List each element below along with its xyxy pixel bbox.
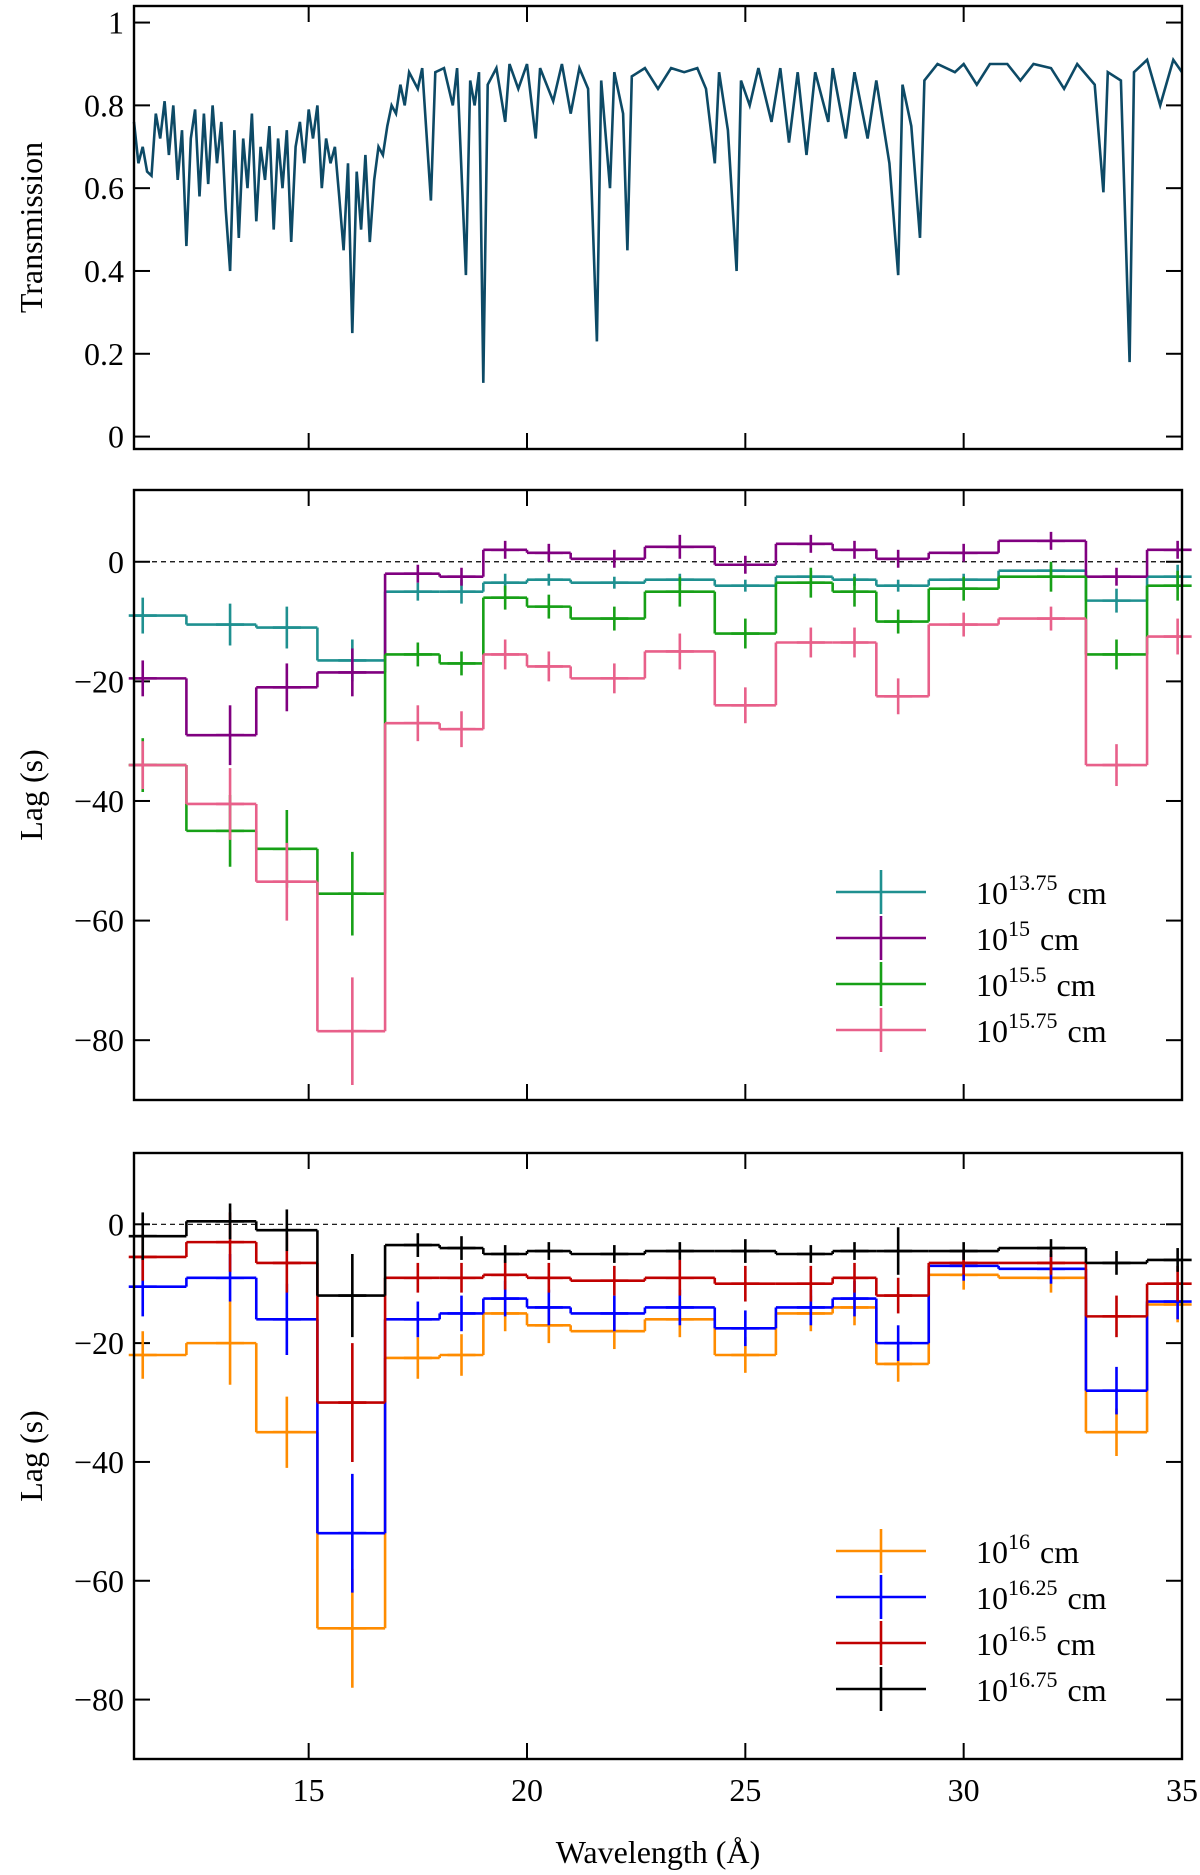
legend-label: 1015.75 cm	[976, 1008, 1107, 1049]
series	[128, 564, 1192, 682]
legend-base: 10	[976, 921, 1008, 957]
y-tick-label: 1	[108, 5, 124, 41]
legend-unit: cm	[1068, 1013, 1107, 1049]
legend-base: 10	[976, 1626, 1008, 1662]
y-tick-label: 0.2	[84, 336, 124, 372]
y-tick-label: −40	[74, 1444, 124, 1480]
y-tick-label: −20	[74, 663, 124, 699]
y-tick-label: 0.4	[84, 253, 124, 289]
plot-frame	[132, 1151, 1184, 1761]
legend-exponent: 15	[1008, 916, 1030, 941]
legend-exponent: 13.75	[1008, 870, 1058, 895]
series	[128, 531, 1192, 766]
y-tick-label: −80	[74, 1022, 124, 1058]
legend-base: 10	[976, 967, 1008, 1003]
legend-unit: cm	[1040, 921, 1079, 957]
legend-label: 1016.75 cm	[976, 1667, 1107, 1708]
legend-unit: cm	[1057, 967, 1096, 1003]
legend-unit: cm	[1057, 1626, 1096, 1662]
y-axis-label: Lag (s)	[13, 1410, 49, 1502]
legend-unit: cm	[1068, 1672, 1107, 1708]
series	[128, 606, 1192, 1086]
x-tick-label: 15	[293, 1772, 325, 1808]
legend-label: 1016.5 cm	[976, 1621, 1096, 1662]
legend-exponent: 16	[1008, 1529, 1030, 1554]
legend-exponent: 16.5	[1008, 1621, 1047, 1646]
x-tick-label: 25	[729, 1772, 761, 1808]
series	[128, 1212, 1192, 1462]
legend-label: 1013.75 cm	[976, 870, 1107, 911]
series	[128, 1203, 1192, 1338]
legend-label: 1015 cm	[976, 916, 1079, 957]
legend-base: 10	[976, 1580, 1008, 1616]
y-tick-label: 0	[108, 1206, 124, 1242]
legend-exponent: 16.75	[1008, 1667, 1058, 1692]
legend-label: 1015.5 cm	[976, 962, 1096, 1003]
panel: −80 −60 −40 −20 0 15 20 25 30 35 Wavelength (Å) Lag…	[13, 1151, 1198, 1870]
y-tick-label: 0.6	[84, 170, 124, 206]
y-tick-label: 0	[108, 419, 124, 455]
series	[128, 1251, 1192, 1593]
y-tick-label: 0	[108, 544, 124, 580]
legend-base: 10	[976, 875, 1008, 911]
x-axis-label: Wavelength (Å)	[556, 1834, 760, 1870]
legend-exponent: 15.75	[1008, 1008, 1058, 1033]
legend-base: 10	[976, 1672, 1008, 1708]
legend-unit: cm	[1068, 875, 1107, 911]
x-tick-label: 35	[1166, 1772, 1198, 1808]
legend-unit: cm	[1040, 1534, 1079, 1570]
y-axis-label: Transmission	[13, 142, 49, 313]
panel: 0 0.2 0.4 0.6 0.8 1 Transmission	[13, 4, 1184, 455]
x-tick-label: 30	[948, 1772, 980, 1808]
transmission-line	[132, 56, 1184, 383]
x-tick-label: 20	[511, 1772, 543, 1808]
legend-label: 1016.25 cm	[976, 1575, 1107, 1616]
legend-exponent: 15.5	[1008, 962, 1047, 987]
legend-exponent: 16.25	[1008, 1575, 1058, 1600]
y-tick-label: −40	[74, 783, 124, 819]
y-tick-label: −20	[74, 1325, 124, 1361]
y-tick-label: −60	[74, 1563, 124, 1599]
y-tick-label: −60	[74, 903, 124, 939]
legend-unit: cm	[1068, 1580, 1107, 1616]
legend-base: 10	[976, 1013, 1008, 1049]
plot-frame	[132, 488, 1184, 1102]
y-axis-label: Lag (s)	[13, 749, 49, 841]
plot-frame	[132, 4, 1184, 451]
y-tick-label: 0.8	[84, 87, 124, 123]
legend-base: 10	[976, 1534, 1008, 1570]
y-tick-label: −80	[74, 1682, 124, 1718]
legend-label: 1016 cm	[976, 1529, 1079, 1570]
